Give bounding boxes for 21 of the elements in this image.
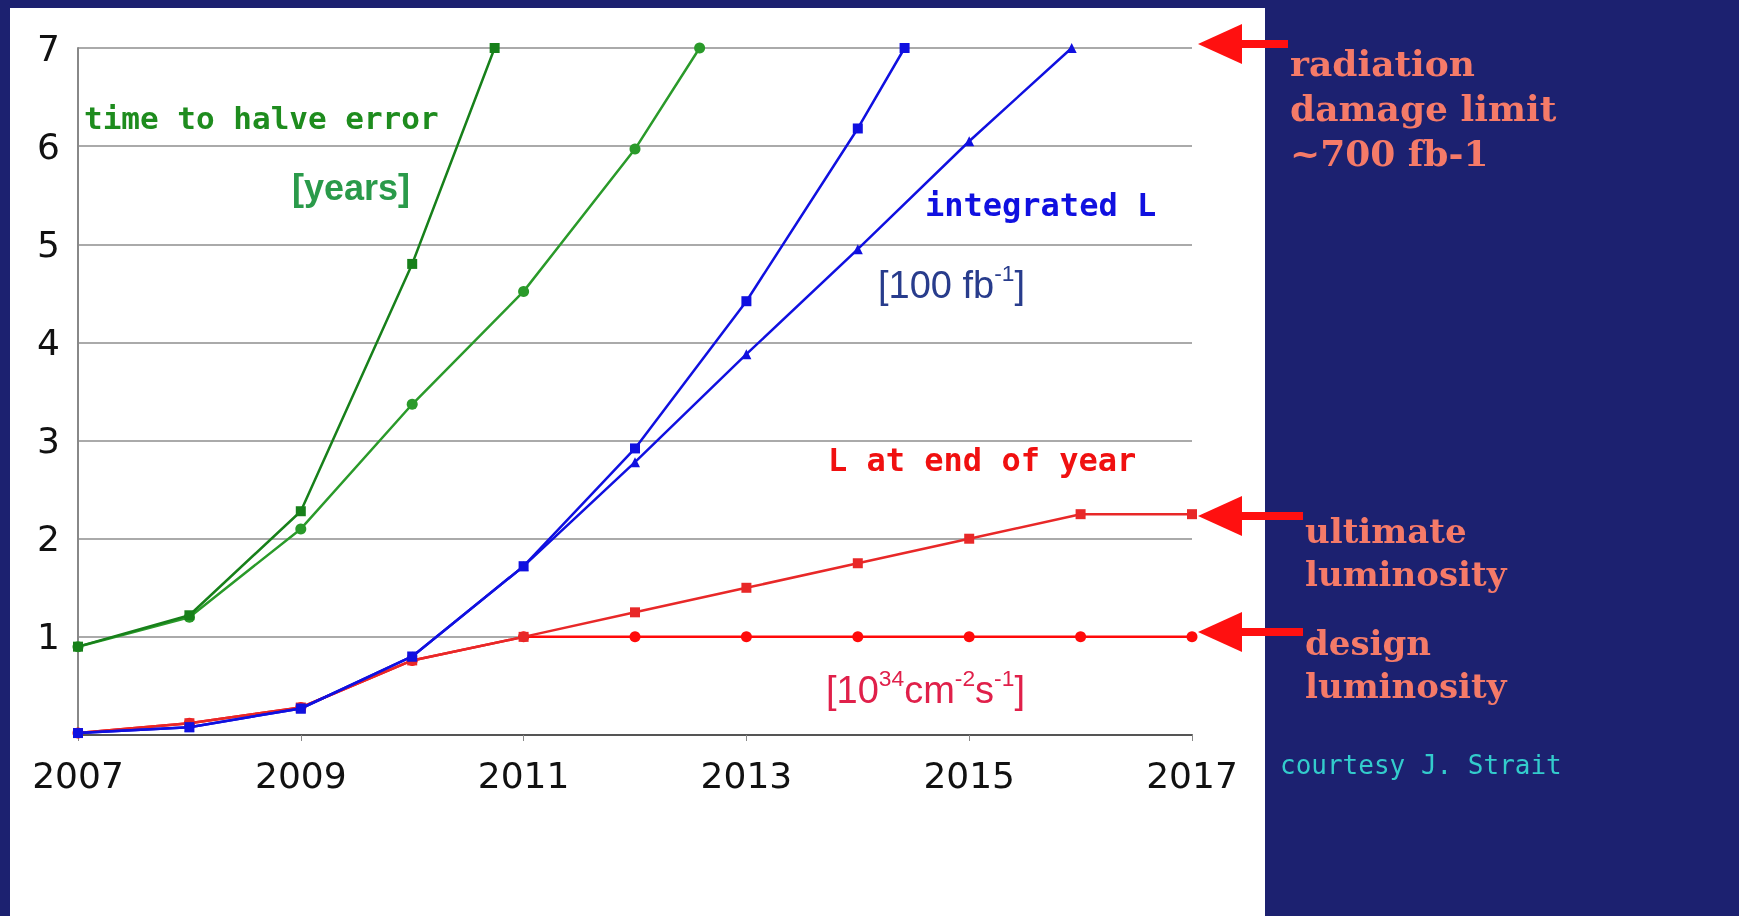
text: design luminosity — [1305, 623, 1508, 706]
y-tick-label: 7 — [37, 27, 60, 69]
x-tick-label: 2007 — [32, 754, 124, 796]
x-tick-label: 2013 — [700, 754, 793, 796]
y-tick-label: 1 — [37, 616, 60, 658]
x-tick-label: 2015 — [923, 754, 1016, 796]
y-tick-label: 6 — [37, 125, 60, 167]
x-tick-label: 2011 — [477, 754, 570, 796]
y-tick-label: 5 — [37, 223, 60, 265]
annotation: [years] — [292, 166, 411, 208]
text: radiation damage limit ~700 fb-1 — [1290, 41, 1557, 174]
y-tick-label: 2 — [37, 518, 60, 560]
x-tick-label: 2017 — [1146, 754, 1238, 796]
y-tick-label: 4 — [37, 321, 60, 363]
text: ultimate luminosity — [1305, 511, 1508, 594]
annotation: time to halve error — [84, 100, 439, 136]
y-tick-label: 3 — [37, 420, 60, 462]
annotation: integrated L — [925, 186, 1157, 224]
annotation: L at end of year — [828, 441, 1137, 479]
text: courtesy J. Strait — [1280, 750, 1562, 780]
x-tick-label: 2009 — [254, 754, 347, 796]
